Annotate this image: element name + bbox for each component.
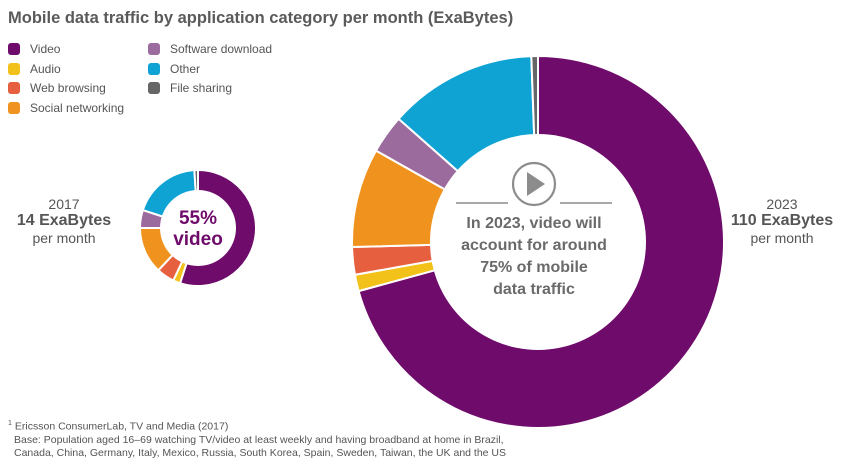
legend-label-other: Other [170, 62, 201, 76]
legend-swatch-web-browsing [8, 82, 20, 94]
center-text-line-3: 75% of mobile [480, 259, 588, 276]
footnote-line-2: Base: Population aged 16–69 watching TV/… [14, 433, 504, 446]
total-2023: 110 ExaBytes [730, 212, 834, 229]
per-month-2023: per month [750, 230, 814, 246]
center-pct-2017: 55% [179, 208, 217, 229]
label-2017: 2017 14 ExaBytes per month [14, 196, 114, 246]
year-2023: 2023 [766, 196, 798, 212]
play-icon [456, 161, 612, 207]
year-2017: 2017 [48, 196, 80, 212]
legend-swatch-other [148, 63, 160, 75]
per-month-2017: per month [32, 230, 96, 246]
legend-swatch-audio [8, 63, 20, 75]
center-text-line-1: In 2023, video will [466, 215, 601, 232]
donut-2023-center [430, 134, 646, 350]
legend-swatch-software-download [148, 43, 160, 55]
legend-item-web-browsing: Web browsing [8, 81, 106, 95]
center-text-line-2: account for around [461, 237, 607, 254]
label-2023: 2023 110 ExaBytes per month [720, 196, 844, 246]
legend-swatch-file-sharing [148, 82, 160, 94]
total-2017: 14 ExaBytes [16, 212, 112, 229]
legend-item-software-download: Software download [148, 42, 272, 56]
center-text-line-4: data traffic [493, 281, 575, 298]
donut-2017-center [160, 190, 236, 266]
legend-label-social-networking: Social networking [30, 101, 125, 115]
center-word-2017: video [173, 229, 223, 250]
footnote-line-1: 1 Ericsson ConsumerLab, TV and Media (201… [8, 417, 506, 434]
legend-label-web-browsing: Web browsing [30, 81, 106, 95]
legend-item-social-networking: Social networking [8, 101, 124, 115]
legend-label-audio: Audio [30, 62, 61, 76]
legend-item-file-sharing: File sharing [148, 81, 232, 95]
footnote-marker: 1 [8, 420, 12, 427]
footnote-line-3: Canada, China, Germany, Italy, Mexico, R… [14, 446, 507, 459]
legend-label-software-download: Software download [170, 42, 273, 56]
legend-label-file-sharing: File sharing [170, 81, 233, 95]
legend-label-video: Video [30, 42, 61, 56]
legend-swatch-social-networking [8, 102, 20, 114]
legend-item-other: Other [148, 62, 200, 76]
chart-title: Mobile data traffic by application categ… [8, 9, 514, 27]
legend-swatch-video [8, 43, 20, 55]
legend-item-video: Video [8, 42, 60, 56]
footnote-source: Ericsson ConsumerLab, TV and Media (2017… [14, 420, 229, 433]
legend-item-audio: Audio [8, 62, 61, 76]
footnote: 1 Ericsson ConsumerLab, TV and Media (201… [8, 417, 506, 460]
